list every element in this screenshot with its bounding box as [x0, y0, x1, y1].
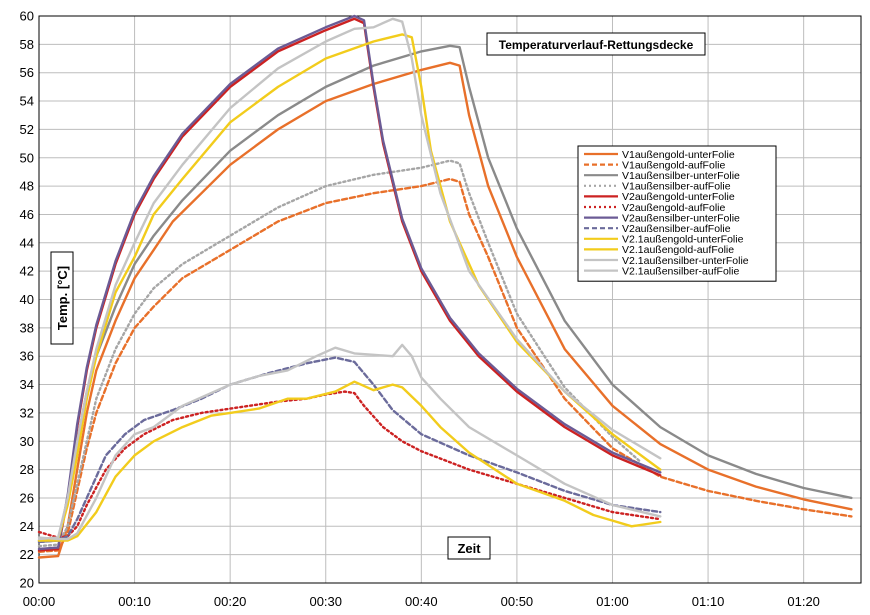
x-tick-label: 00:20 — [214, 594, 247, 609]
legend-entry: V2außengold-aufFolie — [622, 202, 725, 214]
legend-entry: V2.1außengold-unterFolie — [622, 234, 744, 246]
x-tick-label: 00:50 — [501, 594, 534, 609]
series-layer — [37, 14, 853, 559]
legend-entry: V1außengold-aufFolie — [622, 159, 725, 171]
x-tick-label: 01:10 — [692, 594, 725, 609]
x-tick-label: 00:10 — [118, 594, 151, 609]
y-tick-label: 54 — [20, 94, 34, 109]
y-tick-label: 52 — [20, 122, 34, 137]
y-tick-label: 34 — [20, 377, 34, 392]
legend-entry: V2außengold-unterFolie — [622, 191, 735, 203]
y-tick-label: 48 — [20, 179, 34, 194]
y-tick-label: 22 — [20, 547, 34, 562]
series-line-9 — [37, 380, 662, 542]
chart-title: Temperaturverlauf-Rettungsdecke — [499, 38, 694, 52]
x-tick-label: 00:40 — [405, 594, 438, 609]
y-tick-label: 20 — [20, 576, 34, 591]
legend-entry: V2außensilber-aufFolie — [622, 223, 731, 235]
series-line-11 — [37, 343, 662, 541]
legend-entry: V1außensilber-unterFolie — [622, 170, 740, 182]
y-axis-ticks: 20 22 24 26 28 30 32 34 36 38 40 42 44 46 48 50 52 54 56 58… — [20, 9, 34, 591]
y-tick-label: 32 — [20, 405, 34, 420]
y-tick-label: 58 — [20, 37, 34, 52]
y-axis-label: Temp. [°C] — [55, 266, 70, 330]
y-tick-label: 50 — [20, 150, 34, 165]
y-axis-label-box: Temp. [°C] — [50, 251, 74, 345]
x-tick-label: 00:00 — [23, 594, 56, 609]
legend-entry: V2.1außengold-aufFolie — [622, 244, 734, 256]
series-line-1 — [37, 177, 853, 553]
y-tick-label: 26 — [20, 490, 34, 505]
x-tick-label: 01:20 — [787, 594, 820, 609]
y-tick-label: 56 — [20, 65, 34, 80]
series-line-10 — [37, 17, 662, 541]
legend-entry: V2außensilber-unterFolie — [622, 212, 740, 224]
legend-entry: V1außensilber-aufFolie — [622, 181, 731, 193]
legend-box — [577, 145, 777, 282]
y-tick-label: 46 — [20, 207, 34, 222]
y-tick-label: 36 — [20, 349, 34, 364]
y-tick-label: 30 — [20, 434, 34, 449]
chart-title-box: Temperaturverlauf-Rettungsdecke — [486, 32, 706, 56]
y-tick-label: 60 — [20, 9, 34, 24]
legend-entry: V2.1außensilber-unterFolie — [622, 255, 749, 267]
x-tick-label: 01:00 — [596, 594, 629, 609]
x-axis-label-box: Zeit — [447, 536, 491, 560]
legend-entry: V2.1außensilber-aufFolie — [622, 265, 739, 277]
x-axis-label: Zeit — [457, 541, 481, 556]
legend: V1außengold-unterFolieV1außengold-aufFol… — [577, 145, 777, 282]
y-tick-label: 38 — [20, 320, 34, 335]
plot-area-frame — [38, 15, 862, 584]
y-tick-label: 42 — [20, 264, 34, 279]
y-tick-label: 40 — [20, 292, 34, 307]
x-axis-ticks: 00:00 00:10 00:20 00:30 00:40 00:50 01:00 01:10… — [23, 594, 820, 609]
series-line-0 — [37, 61, 853, 559]
y-tick-label: 24 — [20, 519, 34, 534]
y-tick-label: 28 — [20, 462, 34, 477]
series-line-3 — [37, 159, 643, 548]
legend-entry: V1außengold-unterFolie — [622, 149, 735, 161]
y-tick-label: 44 — [20, 235, 34, 250]
series-line-6 — [37, 14, 662, 551]
x-tick-label: 00:30 — [309, 594, 342, 609]
